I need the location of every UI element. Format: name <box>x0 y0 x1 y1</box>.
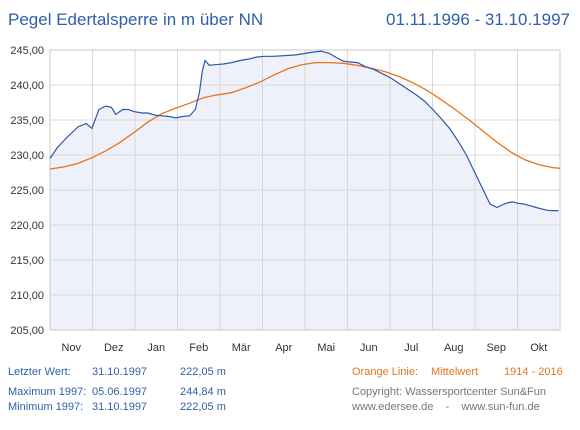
y-tick-label: 240,00 <box>10 80 44 92</box>
x-tick-label: Jan <box>147 342 165 354</box>
maximum-date: 05.06.1997 <box>92 386 148 398</box>
x-tick-label: Apr <box>275 342 292 354</box>
last-value-date: 31.10.1997 <box>92 366 148 378</box>
last-value-label: Letzter Wert: <box>8 366 71 378</box>
y-tick-label: 225,00 <box>10 185 44 197</box>
y-tick-label: 210,00 <box>10 290 44 302</box>
chart-title: Pegel Edertalsperre in m über NN <box>8 10 264 29</box>
x-tick-label: Okt <box>530 342 547 354</box>
last-value-amount: 222,05 m <box>180 366 226 378</box>
orange-line-label: Orange Linie: <box>352 366 419 378</box>
copyright-text: Copyright: Wassersportcenter Sun&Fun <box>352 386 547 398</box>
mean-series-line <box>49 61 561 170</box>
y-tick-label: 220,00 <box>10 220 44 232</box>
period-label: 01.11.1996 - 31.10.1997 <box>385 10 570 29</box>
y-tick-label: 245,00 <box>10 45 44 57</box>
actual-series-line <box>49 50 559 212</box>
x-tick-label: Dez <box>104 342 124 354</box>
minimum-label: Minimum 1997: <box>8 401 84 413</box>
website-links: www.edersee.de - www.sun-fun.de <box>352 401 540 413</box>
maximum-value: 244,84 m <box>180 386 226 398</box>
x-tick-label: Nov <box>61 342 81 354</box>
orange-line-description: Mittelwert <box>431 366 479 378</box>
y-tick-label: 230,00 <box>10 150 44 162</box>
y-tick-label: 215,00 <box>10 255 44 267</box>
y-tick-label: 205,00 <box>10 325 44 337</box>
x-tick-label: Sep <box>486 342 506 354</box>
x-tick-label: Jun <box>360 342 378 354</box>
x-tick-label: Jul <box>404 342 418 354</box>
x-tick-label: Aug <box>444 342 464 354</box>
minimum-value: 222,05 m <box>180 401 226 413</box>
minimum-date: 31.10.1997 <box>92 401 148 413</box>
maximum-label: Maximum 1997: <box>8 386 87 398</box>
x-tick-label: Feb <box>189 342 208 354</box>
y-tick-label: 235,00 <box>10 115 44 127</box>
x-tick-label: Mai <box>317 342 335 354</box>
x-tick-label: Mär <box>232 342 251 354</box>
plot-border <box>49 49 561 331</box>
orange-line-years: 1914 - 2016 <box>504 366 563 378</box>
